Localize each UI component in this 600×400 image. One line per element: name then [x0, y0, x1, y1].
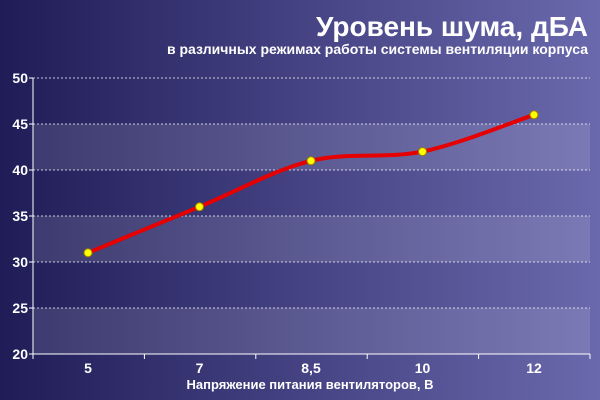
- y-tick-label: 40: [12, 162, 28, 178]
- x-tick-label: 8,5: [301, 360, 321, 376]
- x-tick-labels: 5 7 8,5 10 12: [32, 354, 591, 376]
- y-tick-label: 25: [12, 300, 28, 316]
- x-tick-label: 7: [196, 360, 204, 376]
- chart-title: Уровень шума, дБА: [316, 11, 588, 42]
- y-tick-label: 50: [12, 70, 28, 86]
- series-markers: [83, 110, 539, 258]
- y-tick-label: 45: [12, 116, 28, 132]
- data-point: [195, 202, 204, 212]
- y-tick-label: 20: [12, 346, 28, 362]
- data-point: [306, 156, 316, 166]
- data-point: [418, 147, 427, 157]
- y-tick-labels: 20 25 30 35 40 45 50: [12, 70, 33, 362]
- data-point: [83, 248, 93, 258]
- plot-band: [33, 308, 590, 354]
- x-tick-label: 5: [84, 360, 92, 376]
- x-tick-label: 12: [526, 360, 542, 376]
- y-tick-label: 35: [12, 208, 28, 224]
- gridlines: [33, 77, 590, 309]
- plot-bands: [33, 124, 590, 354]
- y-tick-label: 30: [12, 254, 28, 270]
- chart-subtitle: в различных режимах работы системы венти…: [167, 41, 588, 57]
- x-axis-label: Напряжение питания вентиляторов, В: [187, 377, 434, 392]
- x-tick-label: 10: [415, 360, 431, 376]
- data-point: [529, 110, 539, 120]
